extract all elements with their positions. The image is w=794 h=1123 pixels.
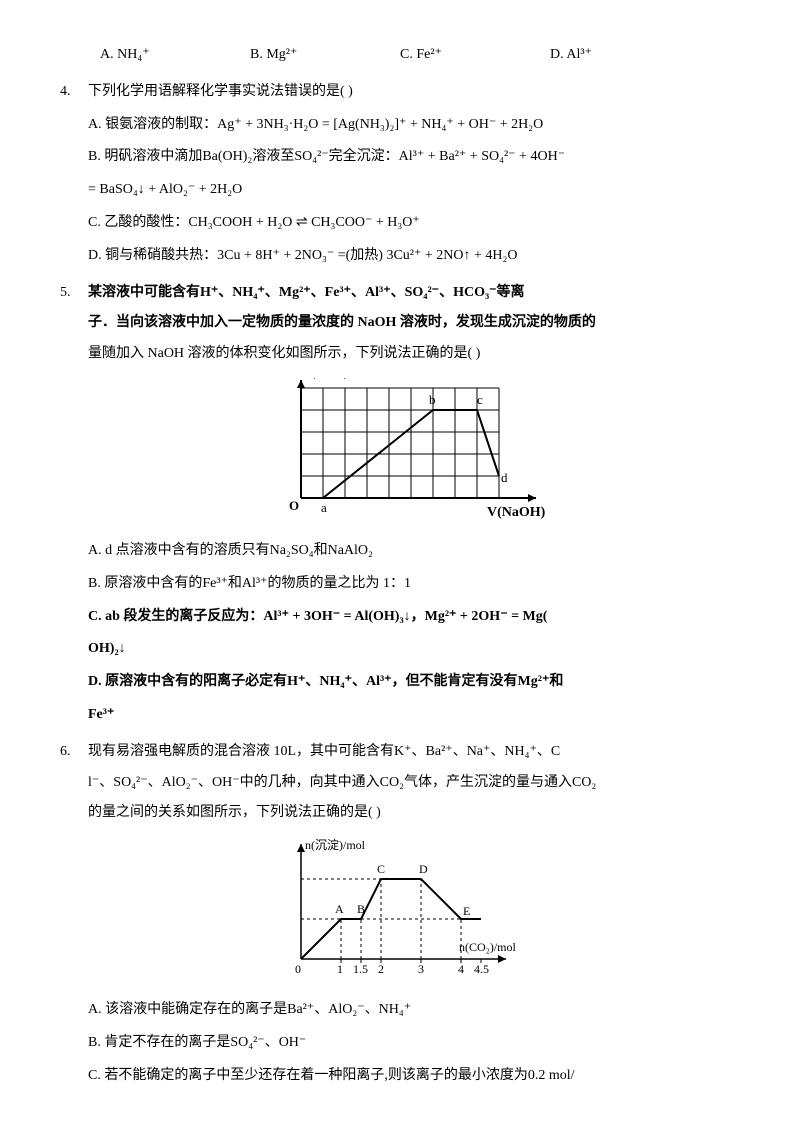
q6-stem-line1: 现有易溶强电解质的混合溶液 10L，其中可能含有K⁺、Ba²⁺、Na⁺、NH₄⁺… [88,737,714,768]
svg-text:4: 4 [458,962,464,976]
svg-text:1.5: 1.5 [353,962,368,976]
svg-text:1: 1 [337,962,343,976]
q3-opt-a: A. NH₄⁺ [100,40,250,71]
question-6: 6. 现有易溶强电解质的混合溶液 10L，其中可能含有K⁺、Ba²⁺、Na⁺、N… [60,737,714,1092]
q5-number: 5. [60,278,88,731]
q6-chart-svg: A B C D E n(沉淀)/mol n(CO₂)/mol 0 1 1.5 2… [271,837,531,987]
q3-opt-c: C. Fe²⁺ [400,40,550,71]
question-4: 4. 下列化学用语解释化学事实说法错误的是( ) A. 银氨溶液的制取：Ag⁺ … [60,77,714,272]
question-5: 5. 某溶液中可能含有H⁺、NH₄⁺、Mg²⁺、Fe³⁺、Al³⁺、SO₄²⁻、… [60,278,714,731]
q6-stem-line2: l⁻、SO₄²⁻、AlO₂⁻、OH⁻中的几种，向其中通入CO₂气体，产生沉淀的量… [88,768,714,799]
svg-text:c: c [477,392,483,407]
q3-opt-d: D. Al³⁺ [550,40,700,71]
svg-text:2: 2 [378,962,384,976]
q6-opt-b: B. 肯定不存在的离子是SO₄²⁻、OH⁻ [88,1028,714,1059]
q4-stem: 下列化学用语解释化学事实说法错误的是( ) [88,77,714,108]
svg-text:b: b [429,392,436,407]
q4-opt-b-line2: = BaSO₄↓ + AlO₂⁻ + 2H₂O [88,175,714,206]
q5-chart-svg: O a b c d n(沉淀) V(NaOH) [251,378,551,528]
q5-chart: O a b c d n(沉淀) V(NaOH) [88,378,714,528]
q4-opt-b-line1: B. 明矾溶液中滴加Ba(OH)₂溶液至SO₄²⁻完全沉淀：Al³⁺ + Ba²… [88,142,714,173]
q5-ylabel: n(沉淀) [303,378,348,380]
q5-opt-c-line1: C. ab 段发生的离子反应为：Al³⁺ + 3OH⁻ = Al(OH)₃↓，M… [88,602,714,633]
q5-opt-c-line2: OH)₂↓ [88,634,714,665]
q5-stem-line3: 量随加入 NaOH 溶液的体积变化如图所示，下列说法正确的是( ) [88,339,714,370]
svg-text:d: d [501,470,508,485]
svg-text:E: E [463,904,470,918]
svg-text:a: a [321,500,327,515]
q6-opt-a: A. 该溶液中能确定存在的离子是Ba²⁺、AlO₂⁻、NH₄⁺ [88,995,714,1026]
q3-opt-b: B. Mg²⁺ [250,40,400,71]
q5-opt-d-line1: D. 原溶液中含有的阳离子必定有H⁺、NH₄⁺、Al³⁺，但不能肯定有没有Mg²… [88,667,714,698]
q4-number: 4. [60,77,88,272]
svg-text:4.5: 4.5 [474,962,489,976]
q4-body: 下列化学用语解释化学事实说法错误的是( ) A. 银氨溶液的制取：Ag⁺ + 3… [88,77,714,272]
q5-opt-b: B. 原溶液中含有的Fe³⁺和Al³⁺的物质的量之比为 1：1 [88,569,714,600]
q6-number: 6. [60,737,88,1092]
svg-text:D: D [419,862,428,876]
q5-stem-line1: 某溶液中可能含有H⁺、NH₄⁺、Mg²⁺、Fe³⁺、Al³⁺、SO₄²⁻、HCO… [88,278,714,309]
svg-text:O: O [289,498,299,513]
q6-ylabel: n(沉淀)/mol [305,838,366,852]
q6-stem-line3: 的量之间的关系如图所示，下列说法正确的是( ) [88,798,714,829]
q4-opt-d: D. 铜与稀硝酸共热：3Cu + 8H⁺ + 2NO₃⁻ =(加热) 3Cu²⁺… [88,241,714,272]
q5-xlabel: V(NaOH) [487,505,546,520]
q4-opt-c: C. 乙酸的酸性：CH₃COOH + H₂O ⇌ CH₃COO⁻ + H₃O⁺ [88,208,714,239]
q4-opt-a: A. 银氨溶液的制取：Ag⁺ + 3NH₃·H₂O = [Ag(NH₃)₂]⁺ … [88,110,714,141]
q3-options: A. NH₄⁺ B. Mg²⁺ C. Fe²⁺ D. Al³⁺ [60,40,714,71]
svg-text:B: B [357,902,365,916]
q6-chart: A B C D E n(沉淀)/mol n(CO₂)/mol 0 1 1.5 2… [88,837,714,987]
svg-text:A: A [335,902,344,916]
q5-body: 某溶液中可能含有H⁺、NH₄⁺、Mg²⁺、Fe³⁺、Al³⁺、SO₄²⁻、HCO… [88,278,714,731]
q5-stem-line2: 子．当向该溶液中加入一定物质的量浓度的 NaOH 溶液时，发现生成沉淀的物质的 [88,308,714,339]
q6-xlabel: n(CO₂)/mol [459,940,517,954]
svg-text:3: 3 [418,962,424,976]
q6-opt-c: C. 若不能确定的离子中至少还存在着一种阳离子,则该离子的最小浓度为0.2 mo… [88,1061,714,1092]
q5-opt-a: A. d 点溶液中含有的溶质只有Na₂SO₄和NaAlO₂ [88,536,714,567]
q5-opt-d-line2: Fe³⁺ [88,700,714,731]
svg-text:C: C [377,862,385,876]
svg-text:0: 0 [295,962,301,976]
q6-body: 现有易溶强电解质的混合溶液 10L，其中可能含有K⁺、Ba²⁺、Na⁺、NH₄⁺… [88,737,714,1092]
